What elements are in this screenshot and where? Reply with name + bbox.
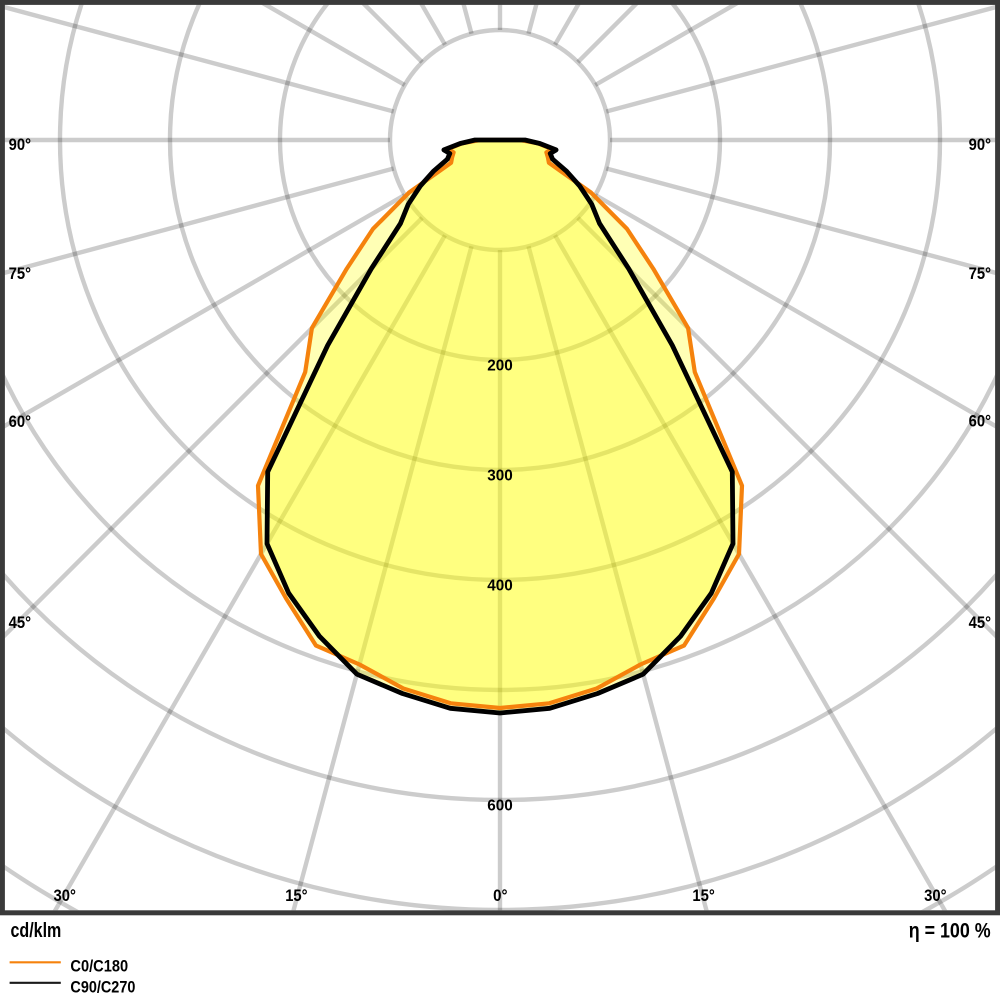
svg-text:C90/C270: C90/C270 (70, 978, 135, 996)
svg-text:η = 100 %: η = 100 % (909, 918, 991, 942)
svg-text:30°: 30° (924, 886, 947, 905)
svg-text:600: 600 (487, 798, 513, 815)
svg-text:0°: 0° (493, 886, 508, 905)
svg-text:15°: 15° (692, 886, 715, 905)
svg-text:45°: 45° (969, 613, 992, 632)
svg-text:300: 300 (487, 468, 513, 485)
svg-text:15°: 15° (285, 886, 308, 905)
svg-text:90°: 90° (9, 135, 32, 154)
svg-text:200: 200 (487, 358, 513, 375)
svg-text:75°: 75° (969, 264, 992, 283)
svg-text:45°: 45° (9, 613, 32, 632)
svg-text:C0/C180: C0/C180 (70, 958, 128, 976)
svg-text:30°: 30° (54, 886, 77, 905)
svg-text:75°: 75° (9, 264, 32, 283)
svg-text:cd/klm: cd/klm (11, 920, 62, 942)
svg-text:60°: 60° (969, 411, 992, 430)
svg-text:400: 400 (487, 578, 513, 595)
svg-text:90°: 90° (969, 135, 992, 154)
svg-text:60°: 60° (9, 412, 32, 431)
